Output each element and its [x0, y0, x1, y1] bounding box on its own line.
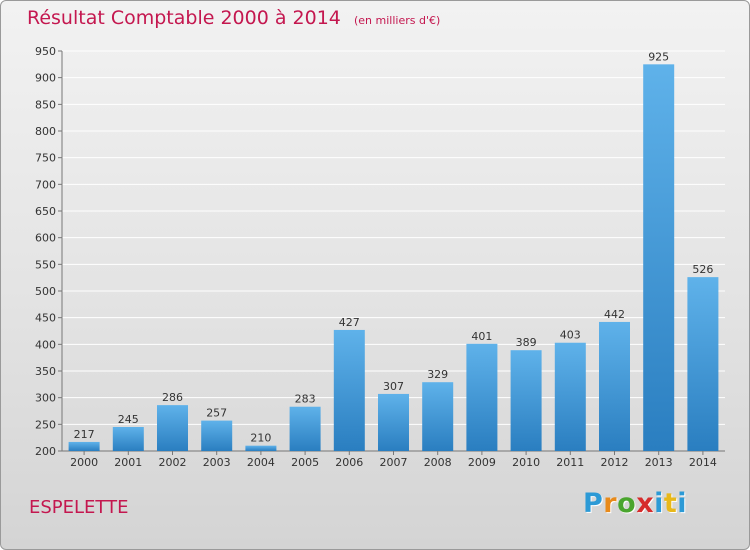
y-tick-label: 650 [35, 205, 56, 218]
y-tick-label: 900 [35, 72, 56, 85]
logo-letter: t [663, 488, 678, 519]
data-label: 442 [604, 308, 625, 321]
commune-name: ESPELETTE [29, 497, 129, 518]
x-tick-label: 2012 [601, 456, 629, 469]
data-label: 210 [250, 432, 271, 445]
data-label: 286 [162, 391, 183, 404]
data-label: 401 [471, 330, 492, 343]
x-tick-label: 2000 [70, 456, 98, 469]
chart-title-row: Résultat Comptable 2000 à 2014 (en milli… [27, 7, 440, 29]
data-label: 403 [560, 329, 581, 342]
x-tick-label: 2014 [689, 456, 717, 469]
logo-letter: P [583, 488, 604, 519]
y-tick-label: 700 [35, 178, 56, 191]
y-tick-label: 500 [35, 285, 56, 298]
x-tick-label: 2010 [512, 456, 540, 469]
bar [112, 427, 144, 451]
logo-letter: i [654, 488, 664, 519]
y-tick-label: 550 [35, 258, 56, 271]
logo-letter: o [617, 488, 637, 519]
x-tick-label: 2011 [556, 456, 584, 469]
logo-letter: x [636, 488, 655, 519]
y-tick-label: 300 [35, 392, 56, 405]
proxiti-logo: Proxiti [583, 488, 687, 519]
x-tick-label: 2006 [335, 456, 363, 469]
x-tick-label: 2002 [159, 456, 187, 469]
x-tick-label: 2005 [291, 456, 319, 469]
y-tick-label: 200 [35, 445, 56, 458]
x-tick-label: 2009 [468, 456, 496, 469]
data-label: 257 [206, 407, 227, 420]
logo-letter: i [677, 488, 688, 519]
bar [333, 329, 365, 451]
y-tick-label: 600 [35, 232, 56, 245]
x-tick-label: 2013 [645, 456, 673, 469]
y-tick-label: 400 [35, 338, 56, 351]
bar [466, 343, 498, 451]
logo-letter: r [603, 488, 618, 519]
y-tick-label: 950 [35, 45, 56, 58]
bar [687, 277, 719, 451]
bar [289, 406, 321, 451]
data-label: 329 [427, 368, 448, 381]
y-tick-label: 750 [35, 152, 56, 165]
chart-subtitle: (en milliers d'€) [353, 14, 441, 27]
bar [201, 420, 233, 451]
data-label: 307 [383, 380, 404, 393]
y-tick-label: 250 [35, 418, 56, 431]
x-tick-label: 2003 [203, 456, 231, 469]
y-tick-label: 350 [35, 365, 56, 378]
x-tick-label: 2001 [114, 456, 142, 469]
x-tick-label: 2008 [424, 456, 452, 469]
data-label: 925 [648, 50, 669, 63]
bar [157, 405, 188, 451]
data-label: 283 [295, 393, 316, 406]
x-tick-label: 2004 [247, 456, 275, 469]
chart-title: Résultat Comptable 2000 à 2014 [27, 7, 341, 29]
y-tick-label: 800 [35, 125, 56, 138]
bar [68, 441, 100, 451]
bar [422, 382, 454, 451]
bar [643, 64, 675, 452]
y-tick-label: 450 [35, 312, 56, 325]
y-tick-label: 850 [35, 98, 56, 111]
bar [510, 350, 542, 451]
bar [599, 321, 630, 451]
bar [554, 342, 586, 451]
data-label: 217 [74, 428, 95, 441]
data-label: 245 [118, 413, 139, 426]
bar [245, 445, 277, 451]
bar [378, 393, 409, 451]
x-tick-label: 2007 [380, 456, 408, 469]
data-label: 427 [339, 316, 360, 329]
data-label: 389 [516, 336, 537, 349]
data-label: 526 [692, 263, 713, 276]
